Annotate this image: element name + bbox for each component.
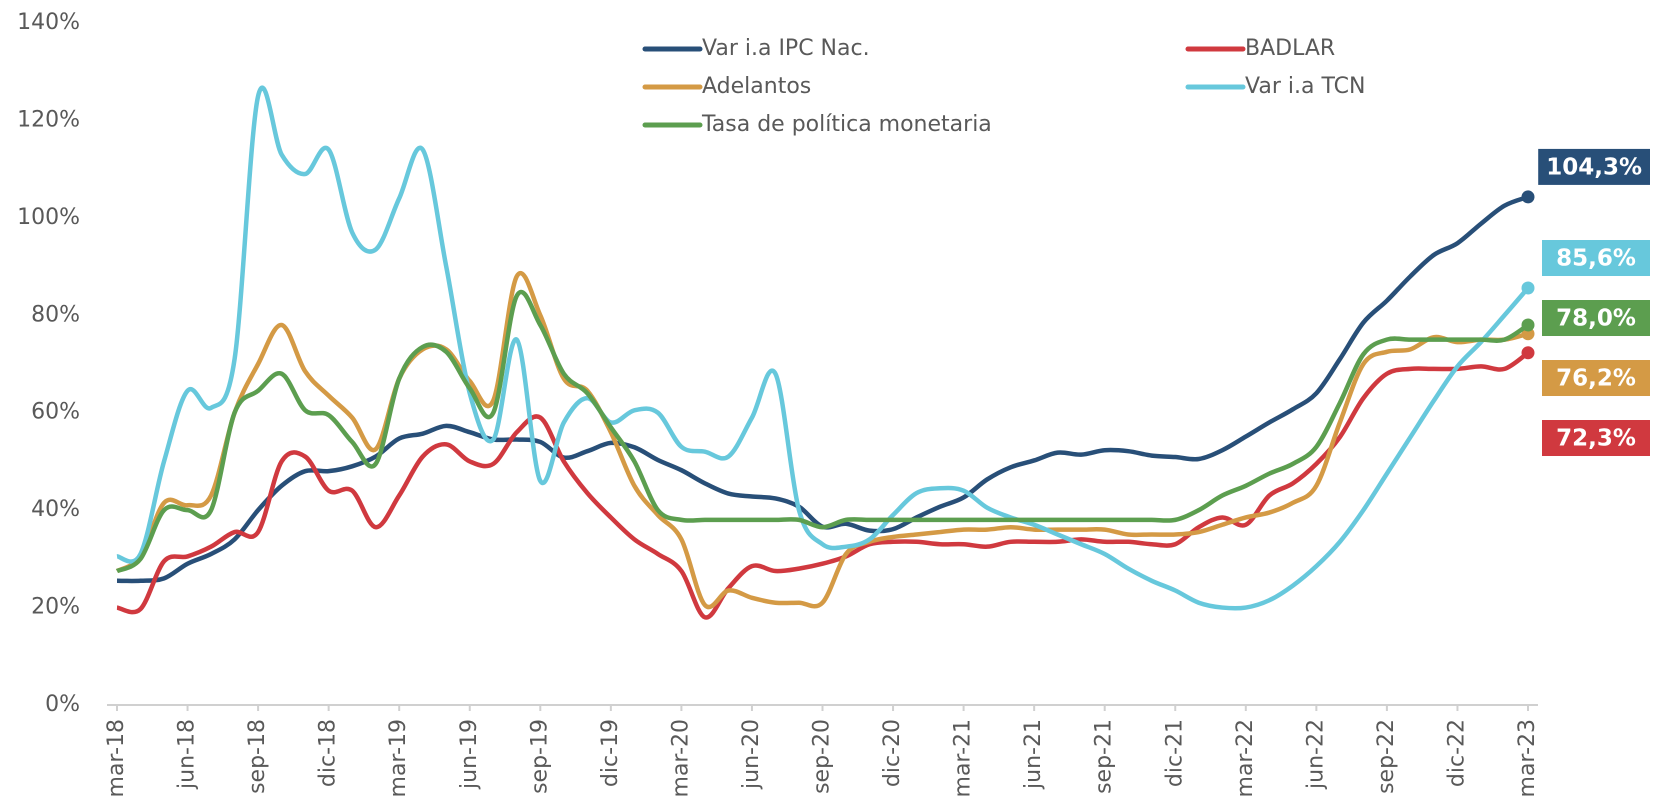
- x-tick-label: mar-19: [386, 719, 411, 797]
- end-point: [1521, 190, 1535, 204]
- y-tick-label: 40%: [31, 497, 80, 522]
- line-series: [115, 290, 1530, 574]
- end-label-box: [1538, 148, 1650, 185]
- x-tick-label: sep-18: [245, 719, 270, 794]
- y-tick-label: 0%: [45, 692, 80, 717]
- x-tick-label: sep-22: [1374, 719, 1399, 794]
- line-series: [115, 271, 1529, 610]
- x-tick-label: jun-19: [457, 719, 482, 790]
- x-tick-label: jun-21: [1021, 719, 1046, 790]
- x-tick-label: sep-20: [810, 719, 835, 794]
- line-series: [116, 350, 1530, 620]
- legend-label: BADLAR: [1245, 36, 1335, 61]
- x-tick-label: dic-19: [598, 719, 623, 787]
- end-label-text: 72,3%: [1556, 426, 1636, 452]
- end-label: 72,3%: [1542, 420, 1650, 457]
- end-point: [1521, 318, 1535, 332]
- legend-label: Tasa de política monetaria: [701, 112, 992, 137]
- x-tick-label: mar-21: [951, 719, 976, 797]
- y-tick-label: 120%: [17, 107, 80, 132]
- x-tick-label: mar-20: [668, 719, 693, 797]
- end-label: 76,2%: [1542, 360, 1650, 397]
- x-tick-label: sep-21: [1092, 719, 1117, 794]
- end-label-box: [1542, 360, 1650, 397]
- x-tick-label: mar-18: [104, 719, 129, 797]
- x-tick-label: sep-19: [527, 719, 552, 794]
- end-label-text: 104,3%: [1546, 154, 1642, 180]
- end-label: 78,0%: [1542, 300, 1650, 337]
- x-tick-label: jun-18: [175, 719, 200, 790]
- x-tick-label: dic-20: [880, 719, 905, 787]
- line-series: [116, 85, 1530, 611]
- y-tick-label: 80%: [31, 302, 80, 327]
- x-tick-label: jun-20: [739, 719, 764, 790]
- end-label-text: 78,0%: [1556, 306, 1636, 332]
- end-label-box: [1542, 300, 1650, 337]
- end-label-box: [1542, 240, 1650, 277]
- x-tick-label: mar-22: [1233, 719, 1258, 797]
- legend-label: Adelantos: [702, 74, 811, 99]
- y-tick-label: 60%: [31, 400, 80, 425]
- legend-label: Var i.a TCN: [1245, 74, 1365, 99]
- y-tick-label: 140%: [17, 10, 80, 35]
- y-tick-label: 100%: [17, 205, 80, 230]
- x-tick-label: dic-22: [1444, 719, 1469, 787]
- x-tick-label: jun-22: [1303, 719, 1328, 790]
- x-tick-label: dic-18: [316, 719, 341, 787]
- end-label-text: 76,2%: [1556, 366, 1636, 392]
- y-tick-label: 20%: [31, 595, 80, 620]
- end-label: 85,6%: [1542, 240, 1650, 277]
- x-tick-label: dic-21: [1162, 719, 1187, 787]
- x-tick-label: mar-23: [1515, 719, 1540, 797]
- legend-label: Var i.a IPC Nac.: [702, 36, 870, 61]
- end-label-text: 85,6%: [1556, 246, 1636, 272]
- end-point: [1521, 346, 1535, 360]
- end-label: 104,3%: [1538, 148, 1650, 185]
- line-series: [116, 194, 1529, 584]
- end-label-box: [1542, 420, 1650, 457]
- end-point: [1521, 281, 1535, 295]
